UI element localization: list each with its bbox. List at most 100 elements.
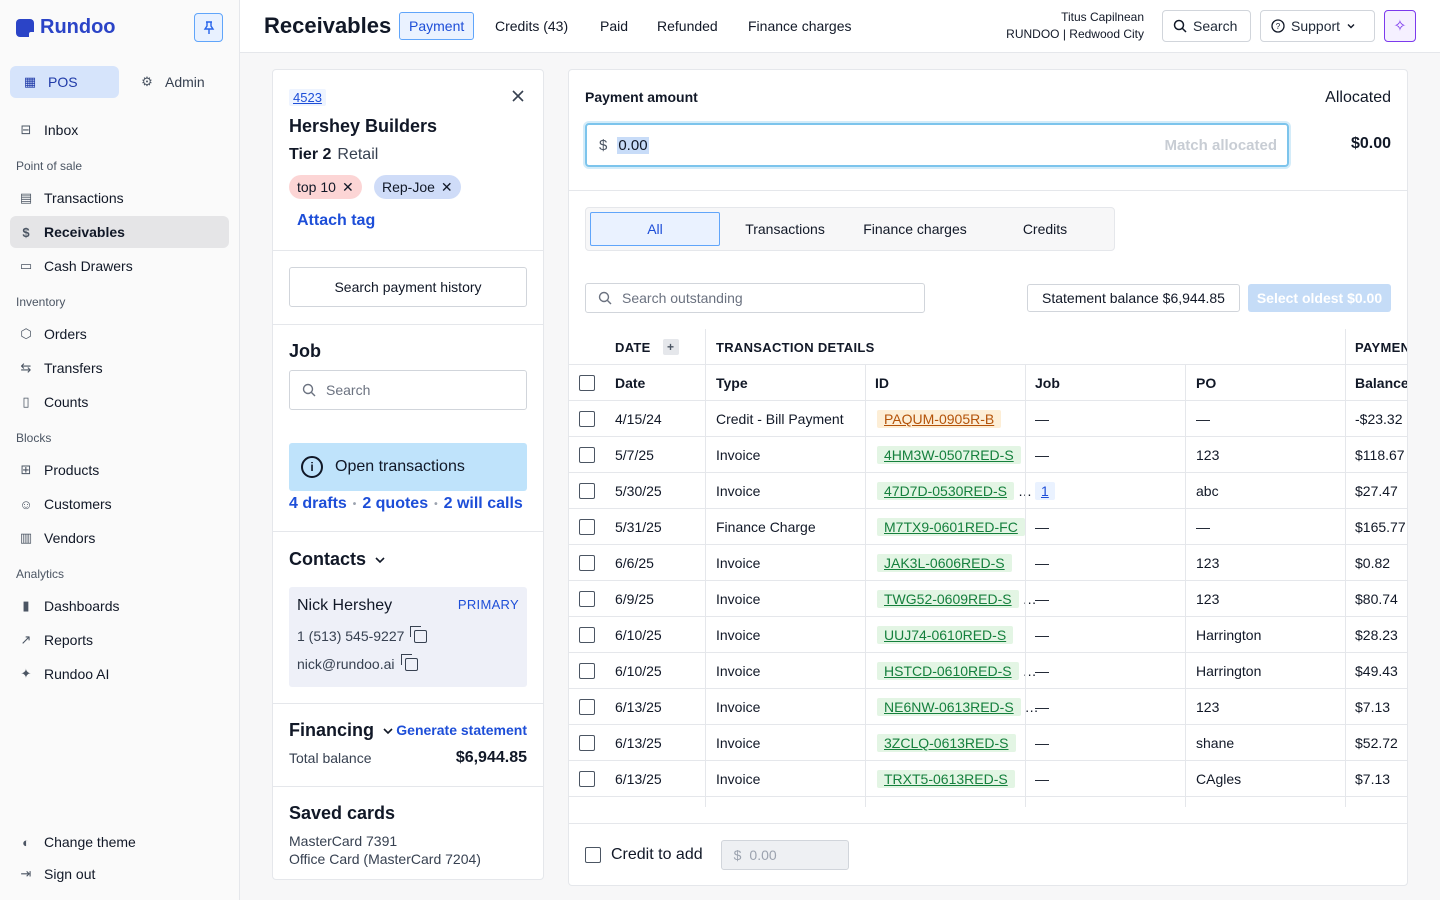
payment-amount-input[interactable]: $ 0.00 Match allocated [585,123,1289,167]
filter-credits[interactable]: Credits [1022,221,1068,237]
drafts-link[interactable]: 4 drafts [289,495,347,512]
row-checkbox[interactable] [579,411,595,427]
transaction-id-link[interactable]: JAK3L-0606RED-S [877,554,1012,572]
col-header-job[interactable]: Job [1035,375,1060,391]
saved-card[interactable]: MasterCard 7391 [289,833,398,849]
sidebar-item-customers[interactable]: ☺ Customers [10,488,229,520]
table-row[interactable]: 6/6/25 Invoice JAK3L-0606RED-S — 123 $0.82 [569,545,1407,581]
col-header-id[interactable]: ID [875,375,889,391]
saved-card[interactable]: Office Card (MasterCard 7204) [289,851,481,867]
sign-out-button[interactable]: ⇥ Sign out [10,858,229,890]
transaction-id-link[interactable]: M7TX9-0601RED-FC [877,518,1025,536]
transaction-id-link[interactable]: TRXT5-0613RED-S [877,770,1015,788]
tab-paid[interactable]: Paid [600,18,629,34]
sidebar-item-transfers[interactable]: ⇆ Transfers [10,352,229,384]
select-oldest-button[interactable]: Select oldest $0.00 [1248,284,1391,312]
search-button[interactable]: Search [1162,10,1251,42]
table-row[interactable]: 6/9/25 Invoice TWG52-0609RED-S… — 123 $80.74 [569,581,1407,617]
support-dropdown[interactable]: ? Support [1260,10,1375,42]
col-header-balance[interactable]: Balance [1355,375,1408,391]
will-calls-link[interactable]: 2 will calls [443,495,523,512]
col-header-type[interactable]: Type [716,375,748,391]
sidebar-item-rundoo-ai[interactable]: ✦ Rundoo AI [10,658,229,690]
sidebar-item-receivables[interactable]: $ Receivables [10,216,229,248]
sidebar-item-label: Transactions [44,190,124,206]
mode-admin[interactable]: ⚙ Admin [119,66,217,98]
table-row[interactable]: 6/10/25 Invoice HSTCD-0610RED-S… — Harringto… [569,653,1407,689]
copy-icon[interactable] [400,653,418,671]
transaction-id-link[interactable]: HSTCD-0610RED-S [877,662,1019,680]
credit-to-add-checkbox[interactable] [585,847,601,863]
tab-finance-charges[interactable]: Finance charges [748,18,852,34]
ai-assistant-button[interactable]: ✧ [1384,10,1416,42]
transaction-id-link[interactable]: 3ZCLQ-0613RED-S [877,734,1016,752]
generate-statement-link[interactable]: Generate statement [396,722,527,738]
remove-tag-icon[interactable]: ✕ [341,178,354,195]
financing-toggle[interactable]: Financing [289,720,394,741]
remove-tag-icon[interactable]: ✕ [440,178,453,195]
credit-amount-input[interactable]: $ 0.00 [720,840,849,870]
table-row[interactable]: 5/31/25 Finance Charge M7TX9-0601RED-FC — — $… [569,509,1407,545]
col-header-po[interactable]: PO [1196,375,1217,391]
filter-transactions[interactable]: Transactions [745,221,825,237]
table-row[interactable]: 6/13/25 Invoice NE6NW-0613RED-S… — 123 $7.13 [569,689,1407,725]
table-row[interactable]: 5/30/25 Invoice 47D7D-0530RED-S…1 abc $27.47 [569,473,1407,509]
column-divider [1025,725,1026,761]
table-row[interactable]: 5/7/25 Invoice 4HM3W-0507RED-S — 123 $118.67 [569,437,1407,473]
sidebar-item-vendors[interactable]: ▥ Vendors [10,522,229,554]
row-checkbox[interactable] [579,519,595,535]
tab-credits[interactable]: Credits (43) [495,18,569,34]
mode-pos[interactable]: ▦ POS [10,66,119,98]
row-checkbox[interactable] [579,771,595,787]
customer-id-link[interactable]: 4523 [289,89,326,106]
sidebar-item-products[interactable]: ⊞ Products [10,454,229,486]
copy-icon[interactable] [410,625,428,643]
add-column-icon[interactable]: + [662,339,679,355]
cell-po: 123 [1196,447,1220,463]
transaction-id-link[interactable]: NE6NW-0613RED-S [877,698,1021,716]
transaction-id-link[interactable]: 4HM3W-0507RED-S [877,446,1021,464]
tab-refunded[interactable]: Refunded [657,18,718,34]
pin-sidebar-button[interactable] [194,13,223,42]
match-allocated-button[interactable]: Match allocated [1164,136,1277,154]
job-search-input[interactable]: Search [289,370,527,410]
table-row[interactable]: 6/13/25 Invoice 3ZCLQ-0613RED-S — shane $52.7… [569,725,1407,761]
table-row[interactable]: 6/13/25 Invoice TRXT5-0613RED-S — CAgles $7.1… [569,761,1407,797]
sidebar-item-counts[interactable]: ▯ Counts [10,386,229,418]
row-checkbox[interactable] [579,735,595,751]
row-checkbox[interactable] [579,591,595,607]
change-theme-button[interactable]: ◐ Change theme [10,826,229,858]
job-link[interactable]: 1 [1035,482,1055,500]
transaction-id-link[interactable]: 47D7D-0530RED-S [877,482,1014,500]
table-row[interactable]: 6/10/25 Invoice UUJ74-0610RED-S — Harrington… [569,617,1407,653]
filter-all[interactable]: All [590,212,720,246]
row-checkbox[interactable] [579,627,595,643]
select-all-checkbox[interactable] [579,375,595,391]
row-checkbox[interactable] [579,483,595,499]
sidebar-item-inbox[interactable]: ⊟ Inbox [10,114,229,146]
brand-logo[interactable]: Rundoo [16,16,116,39]
sidebar-item-cash-drawers[interactable]: ▭ Cash Drawers [10,250,229,282]
table-row[interactable]: 4/15/24 Credit - Bill Payment PAQUM-0905R-… [569,401,1407,437]
sidebar-item-transactions[interactable]: ▤ Transactions [10,182,229,214]
transaction-id-link[interactable]: TWG52-0609RED-S [877,590,1019,608]
contacts-toggle[interactable]: Contacts [289,549,386,570]
tab-payment[interactable]: Payment [399,12,475,40]
attach-tag-button[interactable]: Attach tag [297,212,376,229]
filter-finance-charges[interactable]: Finance charges [863,221,967,237]
transaction-id-link[interactable]: UUJ74-0610RED-S [877,626,1014,644]
search-payment-history-button[interactable]: Search payment history [289,267,527,307]
row-checkbox[interactable] [579,663,595,679]
row-checkbox[interactable] [579,699,595,715]
sidebar-item-dashboards[interactable]: ▮ Dashboards [10,590,229,622]
search-outstanding-input[interactable]: Search outstanding [585,283,925,313]
statement-balance-button[interactable]: Statement balance $6,944.85 [1027,284,1240,312]
quotes-link[interactable]: 2 quotes [362,495,429,512]
transaction-id-link[interactable]: PAQUM-0905R-B [877,410,1002,428]
sidebar-item-reports[interactable]: ↗ Reports [10,624,229,656]
close-customer-button[interactable] [511,86,525,109]
row-checkbox[interactable] [579,555,595,571]
sidebar-item-orders[interactable]: ⬡ Orders [10,318,229,350]
row-checkbox[interactable] [579,447,595,463]
col-header-date[interactable]: Date [615,375,646,391]
